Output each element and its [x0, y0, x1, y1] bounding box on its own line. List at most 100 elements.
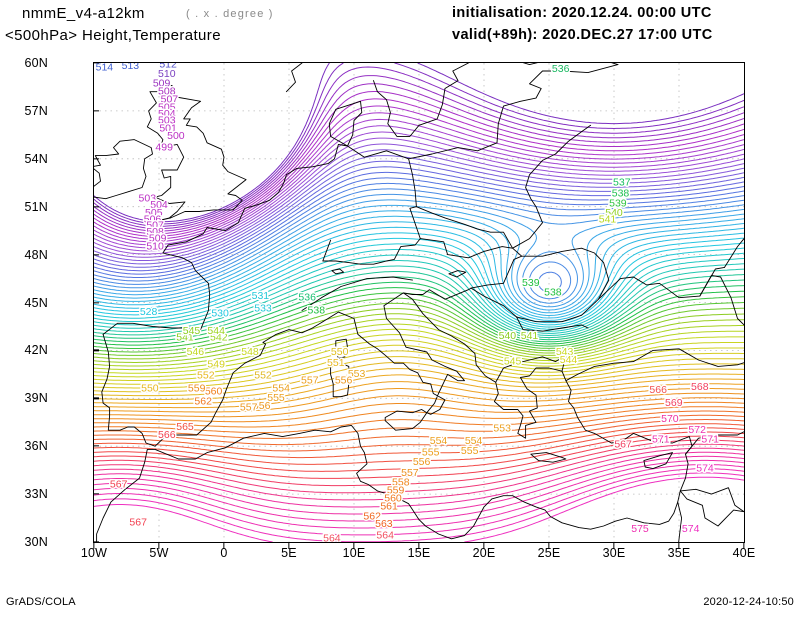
contour-label-halo: 553: [493, 422, 511, 434]
contour-label: 536: [298, 291, 316, 303]
x-axis-tick-mark: [418, 543, 420, 549]
coastline-path: [94, 139, 153, 200]
contour-line-502: [94, 83, 744, 232]
contour-lines: [94, 63, 744, 542]
y-axis-tick-label: 42N: [24, 343, 48, 358]
coastline-path: [101, 333, 267, 447]
y-axis-tick-mark: [93, 158, 99, 160]
contour-line-570: [94, 451, 744, 508]
contour-line-513: [94, 155, 744, 265]
contour-label: 552: [254, 370, 272, 382]
coastline-path: [643, 452, 673, 470]
contour-line-541: [94, 308, 744, 360]
contour-label: 546: [187, 346, 205, 358]
contour-label: 541: [176, 331, 194, 343]
contour-label: 556: [335, 374, 353, 386]
contour-label: 503: [158, 114, 176, 126]
contour-line-527: [94, 232, 744, 324]
contour-label-halo: 528: [140, 306, 158, 318]
contour-label-halo: 569: [665, 397, 683, 409]
contour-line-510: [94, 137, 744, 255]
contour-label-halo: 566: [649, 384, 667, 396]
contour-label: 510: [146, 240, 164, 252]
contour-label: 505: [158, 101, 176, 113]
contour-label: 557: [240, 402, 258, 414]
contour-line-514: [94, 160, 744, 268]
coastline-path: [679, 487, 744, 527]
contour-label-halo: 544: [207, 325, 225, 337]
contour-label-halo: 508: [158, 85, 176, 97]
y-axis-tick-label: 36N: [24, 439, 48, 454]
contour-label: 554: [430, 435, 448, 447]
y-axis-tick-mark: [93, 445, 99, 447]
x-axis-tick-mark: [678, 543, 680, 549]
x-axis-tick-label: 30E: [602, 546, 626, 560]
contour-line-543: [94, 318, 744, 367]
contour-label: 571: [701, 434, 719, 446]
contour-label-halo: 505: [145, 207, 163, 219]
coastline-path: [409, 206, 514, 249]
contour-line-552: [94, 368, 744, 400]
contour-label-halo: 539: [609, 197, 627, 209]
contour-label-halo: 504: [158, 108, 176, 120]
y-axis-tick-mark: [93, 349, 99, 352]
contour-line-567: [94, 439, 744, 487]
contour-label: 555: [422, 446, 440, 458]
contour-label-halo: 552: [197, 370, 215, 382]
contour-label: 571: [652, 434, 670, 446]
contour-label-halo: 541: [521, 330, 539, 342]
footer-credit: GrADS/COLA: [6, 596, 76, 608]
contour-label: 540: [605, 207, 623, 219]
contour-line-544: [94, 323, 744, 371]
contour-label: 508: [146, 226, 164, 238]
contour-label-halo: 545: [183, 325, 201, 337]
contour-label: 554: [272, 382, 290, 394]
contour-label: 574: [682, 523, 700, 535]
contour-label: 536: [552, 63, 570, 75]
x-axis-tick-label: 5W: [149, 546, 169, 560]
contour-line-520: [522, 251, 579, 304]
contour-line-537: [94, 287, 744, 346]
contour-label-halo: 552: [254, 370, 272, 382]
contour-label-halo: 555: [267, 392, 285, 404]
x-axis-tick-mark: [743, 543, 745, 549]
contour-label: 560: [205, 386, 223, 398]
grid-resolution-note: ( . x . degree ): [186, 8, 274, 20]
x-axis-tick-label: 10W: [80, 546, 108, 560]
contour-label: 537: [613, 177, 631, 189]
contour-label-halo: 574: [682, 523, 700, 535]
contour-line-525: [94, 221, 744, 319]
y-axis-tick-mark: [93, 493, 99, 495]
contour-label: 528: [140, 306, 158, 318]
contour-line-540: [94, 302, 744, 356]
contour-line-509: [94, 131, 744, 252]
contour-line-520: [94, 193, 744, 289]
contour-label: 541: [521, 330, 539, 342]
contour-line-576: [464, 476, 744, 542]
contour-line-560: [94, 410, 744, 440]
y-axis-tick-label: 45N: [24, 295, 48, 310]
contour-line-553: [94, 374, 744, 404]
contour-line-536: [94, 281, 744, 343]
contour-label: 507: [146, 220, 164, 232]
contour-line-519: [528, 261, 572, 300]
contour-label-halo: 560: [384, 493, 402, 505]
coastline-path: [565, 348, 744, 382]
contour-label: 549: [207, 359, 225, 371]
contour-label: 553: [348, 368, 366, 380]
coastline-path: [495, 354, 567, 383]
contour-line-575: [94, 472, 744, 542]
contour-line-565: [94, 431, 744, 472]
contour-label-halo: 546: [187, 346, 205, 358]
contour-line-562: [94, 419, 744, 452]
contour-label-halo: 567: [129, 517, 147, 529]
contour-line-523: [94, 210, 744, 314]
contour-label: 545: [504, 355, 522, 367]
x-axis-tick-mark: [548, 543, 550, 549]
contour-line-561: [94, 414, 744, 446]
contour-label-halo: 509: [149, 232, 167, 244]
contour-line-532: [94, 260, 744, 334]
coastline-path: [102, 322, 202, 335]
contour-line-531: [94, 254, 744, 332]
contour-line-528: [94, 237, 744, 326]
